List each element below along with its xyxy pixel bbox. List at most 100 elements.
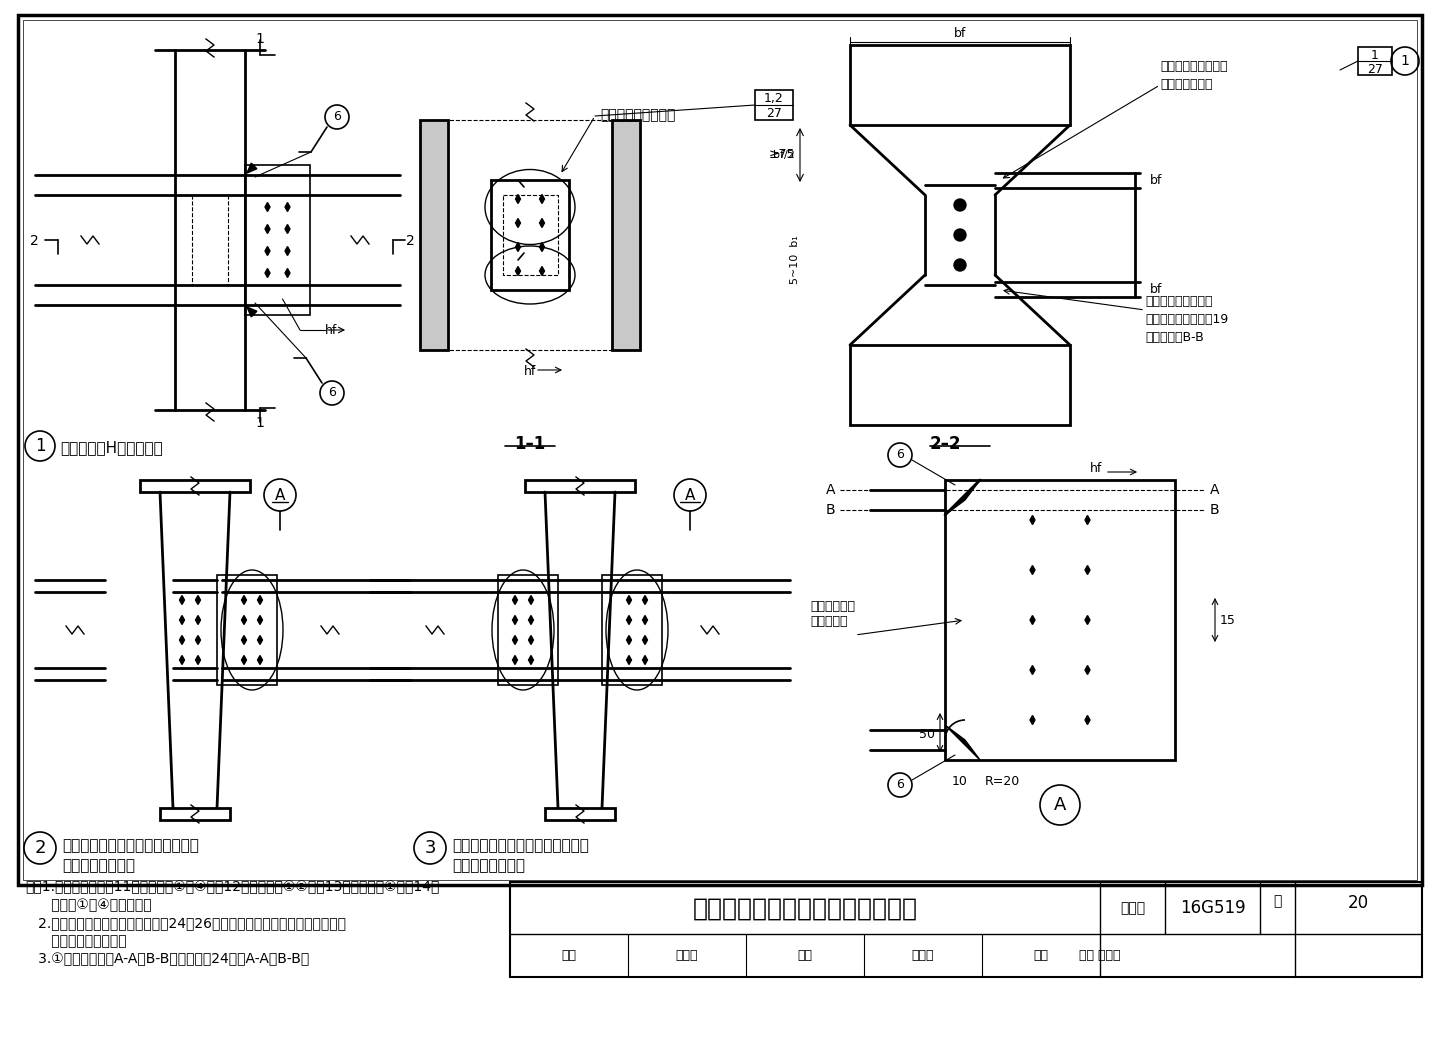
Bar — [945, 480, 1175, 760]
Polygon shape — [528, 636, 533, 644]
Polygon shape — [626, 636, 632, 644]
Text: 1,2: 1,2 — [765, 92, 783, 105]
Text: 页: 页 — [1273, 894, 1282, 908]
Polygon shape — [528, 615, 533, 624]
Polygon shape — [528, 656, 533, 664]
Text: 柱的栓焊刚性连接: 柱的栓焊刚性连接 — [62, 858, 135, 873]
Bar — [612, 120, 639, 350]
Circle shape — [953, 229, 966, 241]
Bar — [491, 180, 569, 290]
Text: 连接时，可参考: 连接时，可参考 — [1161, 78, 1212, 91]
Circle shape — [953, 259, 966, 271]
Text: A: A — [275, 487, 285, 502]
Text: A: A — [1210, 483, 1220, 497]
Polygon shape — [242, 656, 246, 664]
Polygon shape — [285, 247, 289, 255]
Text: 审核: 审核 — [562, 949, 576, 962]
Polygon shape — [285, 269, 289, 277]
Text: 1–1: 1–1 — [514, 435, 546, 453]
Bar — [544, 808, 615, 820]
Polygon shape — [1030, 516, 1035, 524]
Text: 3: 3 — [425, 839, 436, 857]
Text: A: A — [1054, 796, 1066, 814]
Bar — [17, 15, 1423, 885]
Polygon shape — [265, 203, 269, 211]
Polygon shape — [258, 656, 262, 664]
Bar — [850, 45, 1070, 126]
Polygon shape — [516, 243, 520, 251]
Text: bf: bf — [1151, 174, 1162, 187]
Text: 1: 1 — [255, 416, 264, 430]
Polygon shape — [528, 595, 533, 605]
Text: 校对: 校对 — [798, 949, 812, 962]
Text: 设计 宋文晶: 设计 宋文晶 — [1079, 949, 1120, 962]
Text: 武斌: 武斌 — [1034, 949, 1048, 962]
Text: 的节点①～④配合使用。: 的节点①～④配合使用。 — [24, 899, 151, 912]
Polygon shape — [642, 615, 648, 624]
Text: 武子斌: 武子斌 — [912, 949, 935, 962]
Polygon shape — [945, 480, 981, 515]
Text: 50: 50 — [919, 728, 935, 742]
Text: bf: bf — [1151, 283, 1162, 296]
Text: 缝连接时，可参见第19: 缝连接时，可参见第19 — [1145, 313, 1228, 326]
Text: 6: 6 — [896, 449, 904, 461]
Text: 2: 2 — [406, 234, 415, 248]
Polygon shape — [265, 269, 269, 277]
Polygon shape — [265, 225, 269, 233]
Polygon shape — [626, 615, 632, 624]
Polygon shape — [540, 219, 544, 227]
Polygon shape — [258, 595, 262, 605]
Text: bf: bf — [953, 27, 966, 40]
Polygon shape — [248, 306, 256, 317]
Polygon shape — [180, 595, 184, 605]
Text: 当腹板采用工地焊缝: 当腹板采用工地焊缝 — [1145, 295, 1212, 308]
Polygon shape — [540, 243, 544, 251]
Text: 稀银泉: 稀银泉 — [675, 949, 698, 962]
Text: 1: 1 — [255, 32, 264, 46]
Bar — [245, 165, 310, 315]
Polygon shape — [242, 595, 246, 605]
Text: 1: 1 — [1371, 49, 1380, 62]
Text: 3.①节点中的剖面A-A、B-B详图参见第24页的A-A、B-B。: 3.①节点中的剖面A-A、B-B详图参见第24页的A-A、B-B。 — [24, 952, 310, 967]
Polygon shape — [196, 636, 200, 644]
Polygon shape — [945, 725, 981, 760]
Polygon shape — [513, 595, 517, 605]
Text: 27: 27 — [1367, 63, 1382, 76]
Text: 柱的栓焊刚性连接: 柱的栓焊刚性连接 — [452, 858, 526, 873]
Bar — [160, 808, 230, 820]
Text: 页中的剖面B-B: 页中的剖面B-B — [1145, 331, 1204, 344]
Polygon shape — [516, 267, 520, 275]
Polygon shape — [242, 615, 246, 624]
Text: 1: 1 — [35, 437, 45, 455]
Polygon shape — [513, 636, 517, 644]
Text: hf: hf — [325, 323, 337, 337]
Text: bf/2: bf/2 — [773, 150, 795, 160]
Polygon shape — [258, 636, 262, 644]
Text: 当腹板采用工地焊缝: 当腹板采用工地焊缝 — [1161, 60, 1227, 73]
Text: 图集号: 图集号 — [1120, 901, 1145, 915]
Bar — [850, 345, 1070, 425]
Polygon shape — [516, 195, 520, 204]
Bar — [1358, 47, 1392, 75]
Text: 6: 6 — [333, 111, 341, 123]
Bar — [498, 575, 559, 685]
Text: 注：1.本图应分别与第11页中的节点①～④、第12页中的节点①②、第13页中的节点①、第14页: 注：1.本图应分别与第11页中的节点①～④、第12页中的节点①②、第13页中的节… — [24, 880, 439, 894]
Polygon shape — [242, 636, 246, 644]
Polygon shape — [285, 225, 289, 233]
Polygon shape — [180, 615, 184, 624]
Polygon shape — [1084, 665, 1090, 675]
Text: 5~10  b₁: 5~10 b₁ — [791, 235, 801, 283]
Polygon shape — [180, 656, 184, 664]
Text: 6: 6 — [328, 387, 336, 400]
Text: 梁翼缘的骨式连接。: 梁翼缘的骨式连接。 — [24, 934, 127, 948]
Bar — [526, 480, 635, 492]
Bar — [23, 20, 1417, 880]
Text: R=20: R=20 — [985, 775, 1021, 788]
Polygon shape — [1030, 715, 1035, 725]
Text: 27: 27 — [766, 107, 782, 120]
Bar — [420, 120, 448, 350]
Polygon shape — [1084, 516, 1090, 524]
Text: 2–2: 2–2 — [930, 435, 962, 453]
Bar — [510, 882, 1423, 977]
Text: 1: 1 — [1401, 54, 1410, 68]
